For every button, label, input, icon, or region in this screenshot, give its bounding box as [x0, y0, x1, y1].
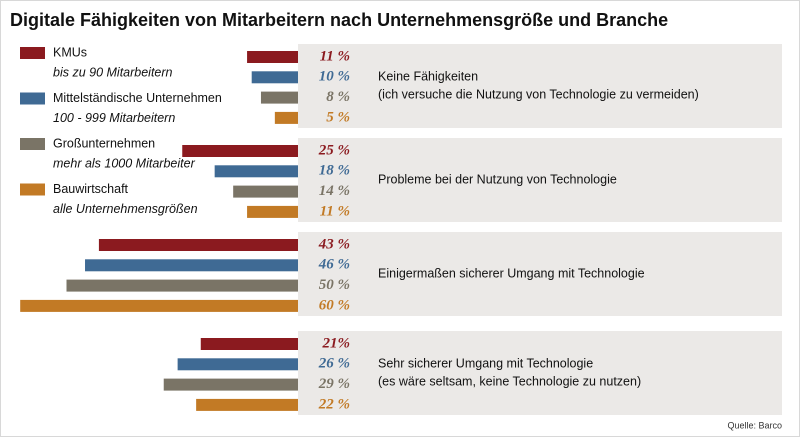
- legend-subtitle: bis zu 90 Mitarbeitern: [53, 65, 173, 79]
- category-label: Probleme bei der Nutzung von Technologie: [378, 172, 617, 186]
- category-label: Einigermaßen sicherer Umgang mit Technol…: [378, 266, 645, 280]
- bar: [233, 185, 298, 198]
- category-subtitle: (es wäre seltsam, keine Technologie zu n…: [378, 374, 641, 388]
- value-label: 46 %: [318, 257, 350, 273]
- bar: [20, 299, 298, 312]
- value-label: 25 %: [318, 142, 350, 158]
- legend-subtitle: alle Unternehmensgrößen: [53, 202, 198, 216]
- source: Quelle: Barco: [727, 420, 782, 430]
- value-label: 10 %: [319, 69, 350, 85]
- bar: [247, 51, 298, 63]
- value-label: 11 %: [320, 203, 350, 219]
- legend-label: KMUs: [53, 45, 87, 59]
- bar: [177, 358, 298, 371]
- value-label: 5 %: [326, 109, 350, 125]
- bar: [260, 91, 298, 104]
- value-label: 43 %: [318, 236, 350, 252]
- legend-swatch: [20, 47, 45, 59]
- legend-label: Großunternehmen: [53, 136, 155, 150]
- value-label: 22 %: [318, 396, 350, 412]
- legend-subtitle: 100 - 999 Mitarbeitern: [53, 111, 175, 125]
- category-subtitle: (ich versuche die Nutzung von Technologi…: [378, 87, 699, 101]
- legend-subtitle: mehr als 1000 Mitarbeiter: [53, 156, 196, 170]
- bar: [251, 71, 298, 84]
- value-label: 11 %: [320, 48, 350, 64]
- bar: [247, 205, 298, 218]
- category-label: Sehr sicherer Umgang mit Technologie: [378, 356, 593, 370]
- legend-label: Mittelständische Unternehmen: [53, 91, 222, 105]
- legend-swatch: [20, 92, 45, 105]
- bar: [196, 398, 298, 411]
- legend-label: Bauwirtschaft: [53, 182, 129, 196]
- value-label: 18 %: [319, 163, 350, 179]
- bar: [274, 111, 298, 124]
- value-label: 8 %: [326, 89, 350, 105]
- bar: [85, 259, 299, 272]
- bar: [200, 338, 298, 350]
- value-label: 21%: [322, 335, 351, 351]
- group-panel: [298, 232, 782, 316]
- group-panel: [298, 138, 782, 222]
- value-label: 29 %: [318, 376, 350, 392]
- value-label: 50 %: [319, 277, 350, 293]
- bar: [214, 165, 298, 178]
- group-panel: [298, 331, 782, 415]
- category-label: Keine Fähigkeiten: [378, 69, 478, 83]
- bar: [66, 279, 298, 292]
- value-label: 60 %: [319, 297, 350, 313]
- value-label: 26 %: [318, 356, 350, 372]
- bar: [182, 145, 298, 157]
- bar: [98, 239, 298, 251]
- value-label: 14 %: [319, 183, 350, 199]
- bar: [163, 378, 298, 391]
- legend-swatch: [20, 138, 45, 150]
- chart-title: Digitale Fähigkeiten von Mitarbeitern na…: [10, 10, 668, 30]
- legend-swatch: [20, 183, 45, 196]
- group-panel: [298, 44, 782, 128]
